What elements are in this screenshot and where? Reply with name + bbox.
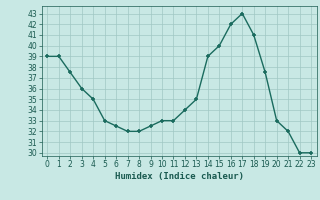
X-axis label: Humidex (Indice chaleur): Humidex (Indice chaleur) <box>115 172 244 181</box>
